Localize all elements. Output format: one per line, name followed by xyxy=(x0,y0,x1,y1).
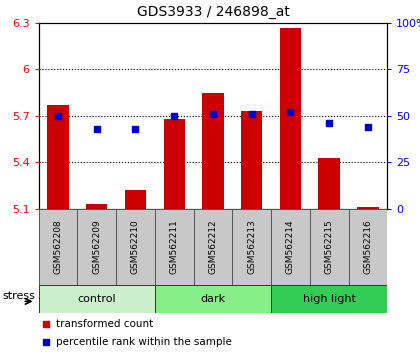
Bar xyxy=(116,209,155,285)
Text: transformed count: transformed count xyxy=(56,319,153,329)
Text: GSM562214: GSM562214 xyxy=(286,219,295,274)
Bar xyxy=(232,209,271,285)
Text: GSM562211: GSM562211 xyxy=(170,219,178,274)
Point xyxy=(210,111,216,117)
Text: percentile rank within the sample: percentile rank within the sample xyxy=(56,337,232,347)
Point xyxy=(42,339,49,344)
Point xyxy=(42,321,49,327)
Text: control: control xyxy=(77,294,116,304)
Text: stress: stress xyxy=(2,291,35,301)
Text: GSM562212: GSM562212 xyxy=(208,219,218,274)
Point xyxy=(326,120,333,126)
Bar xyxy=(271,209,310,285)
Point xyxy=(93,126,100,132)
Bar xyxy=(202,93,223,209)
Bar xyxy=(155,285,271,313)
Text: GSM562210: GSM562210 xyxy=(131,219,140,274)
Bar xyxy=(77,209,116,285)
Bar xyxy=(194,209,232,285)
Bar xyxy=(125,190,146,209)
Bar xyxy=(47,105,68,209)
Bar xyxy=(310,209,349,285)
Text: dark: dark xyxy=(200,294,226,304)
Bar xyxy=(357,207,378,209)
Bar xyxy=(349,209,387,285)
Bar xyxy=(280,28,301,209)
Point xyxy=(248,111,255,117)
Bar xyxy=(86,204,108,209)
Point xyxy=(365,124,371,130)
Text: high light: high light xyxy=(303,294,356,304)
Point xyxy=(171,113,178,119)
Point xyxy=(132,126,139,132)
Bar xyxy=(39,209,77,285)
Text: GSM562208: GSM562208 xyxy=(53,219,63,274)
Title: GDS3933 / 246898_at: GDS3933 / 246898_at xyxy=(136,5,289,19)
Bar xyxy=(163,119,185,209)
Point xyxy=(55,113,61,119)
Text: GSM562215: GSM562215 xyxy=(325,219,333,274)
Bar xyxy=(39,285,155,313)
Text: GSM562209: GSM562209 xyxy=(92,219,101,274)
Point xyxy=(287,109,294,115)
Bar xyxy=(271,285,387,313)
Bar xyxy=(155,209,194,285)
Bar xyxy=(318,158,340,209)
Bar xyxy=(241,111,262,209)
Text: GSM562216: GSM562216 xyxy=(363,219,373,274)
Text: GSM562213: GSM562213 xyxy=(247,219,256,274)
